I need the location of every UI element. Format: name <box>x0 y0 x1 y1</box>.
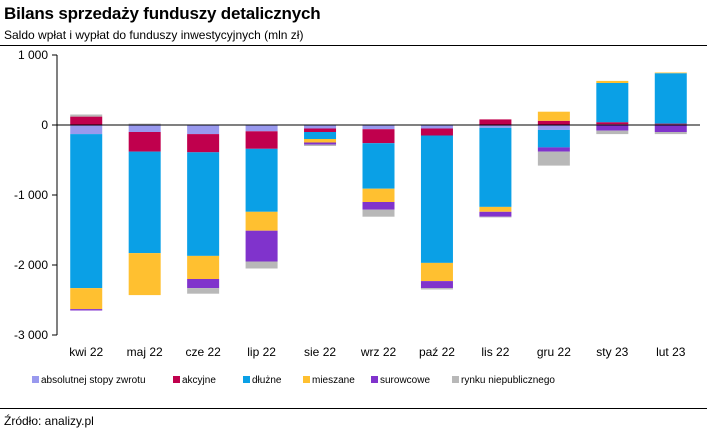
legend-label: absolutnej stopy zwrotu <box>41 375 146 386</box>
bar-segment <box>596 83 629 123</box>
x-tick-label: lut 23 <box>656 345 686 359</box>
bar-segment <box>362 143 395 189</box>
bar-segment <box>187 288 220 294</box>
bar-segment <box>362 125 395 130</box>
bar-segment <box>245 148 278 212</box>
title-divider <box>0 45 707 46</box>
bar-segment <box>654 72 687 74</box>
x-tick-label: kwi 22 <box>69 345 103 359</box>
bar-segment <box>70 134 103 289</box>
legend-swatch <box>303 376 310 383</box>
bar-segment <box>479 125 512 128</box>
bar-segment <box>537 111 570 121</box>
bar-segment <box>187 134 220 153</box>
bar-segment <box>654 73 687 124</box>
bar-segment <box>654 123 687 125</box>
bar-segment <box>420 288 453 290</box>
x-tick-label: maj 22 <box>127 345 163 359</box>
bar-segment <box>187 152 220 256</box>
legend-label: mieszane <box>312 375 355 386</box>
bar-segment <box>537 147 570 152</box>
x-tick-label: paź 22 <box>419 345 455 359</box>
bar-segment <box>537 129 570 148</box>
bar-segment <box>128 132 161 152</box>
legend-label: akcyjne <box>182 375 216 386</box>
bar-segment <box>420 262 453 282</box>
y-tick-label: -2 000 <box>14 258 48 272</box>
y-tick-label: 0 <box>41 118 48 132</box>
y-tick-label: 1 000 <box>18 48 48 62</box>
bar-segment <box>479 206 512 212</box>
bar-segment <box>537 120 570 125</box>
bar-segment <box>420 135 453 263</box>
bar-segment <box>187 255 220 279</box>
bar-segment <box>362 188 395 202</box>
bar-segment <box>187 279 220 289</box>
x-tick-label: lip 22 <box>247 345 276 359</box>
legend-swatch <box>243 376 250 383</box>
y-tick-label: -3 000 <box>14 328 48 342</box>
bar-segment <box>654 132 687 135</box>
x-tick-label: lis 22 <box>481 345 509 359</box>
chart-source: Źródło: analizy.pl <box>4 414 94 428</box>
bar-segment <box>245 261 278 269</box>
bar-segment <box>537 125 570 130</box>
bar-segment <box>362 209 395 217</box>
chart-subtitle: Saldo wpłat i wypłat do funduszy inwesty… <box>4 28 304 42</box>
bar-segment <box>245 125 278 132</box>
bar-segment <box>596 122 629 125</box>
bar-segment <box>245 131 278 149</box>
bar-segment <box>362 129 395 144</box>
bar-segment <box>304 144 337 146</box>
legend-swatch <box>32 376 39 383</box>
bar-segment <box>596 80 629 83</box>
bar-segment <box>479 216 512 218</box>
bar-segment <box>304 125 337 129</box>
bar-segment <box>537 151 570 166</box>
bar-segment <box>654 125 687 132</box>
bar-segment <box>70 125 103 135</box>
bar-segment <box>479 211 512 217</box>
bar-segment <box>128 125 161 132</box>
x-tick-label: sie 22 <box>304 345 336 359</box>
bar-segment <box>128 253 161 296</box>
legend-label: rynku niepublicznego <box>461 375 555 386</box>
y-tick-label: -1 000 <box>14 188 48 202</box>
bar-segment <box>479 119 512 125</box>
bar-segment <box>245 211 278 231</box>
legend-swatch <box>371 376 378 383</box>
bar-segment <box>70 116 103 125</box>
bar-segment <box>128 123 161 125</box>
bar-segment <box>596 130 629 135</box>
bar-segment <box>187 125 220 135</box>
source-divider <box>0 408 707 409</box>
bar-segment <box>420 125 453 129</box>
bar-segment <box>362 202 395 210</box>
bar-segment <box>596 125 629 131</box>
bar-segment <box>479 127 512 207</box>
bar-segment <box>70 114 103 117</box>
bar-segment <box>128 151 161 254</box>
x-tick-label: gru 22 <box>537 345 571 359</box>
x-tick-label: sty 23 <box>596 345 628 359</box>
bar-segment <box>245 230 278 262</box>
bar-segment <box>304 132 337 139</box>
legend-swatch <box>173 376 180 383</box>
bar-segment <box>304 142 337 145</box>
legend-label: surowcowe <box>380 375 430 386</box>
bar-segment <box>420 281 453 289</box>
x-tick-label: wrz 22 <box>360 345 397 359</box>
chart-title: Bilans sprzedaży funduszy detalicznych <box>4 4 321 23</box>
bar-segment <box>70 309 103 311</box>
bar-segment <box>70 288 103 310</box>
bar-segment <box>304 128 337 132</box>
bar-segment <box>304 139 337 143</box>
legend-swatch <box>452 376 459 383</box>
x-tick-label: cze 22 <box>185 345 221 359</box>
bar-segment <box>420 128 453 136</box>
legend-label: dłużne <box>252 375 282 386</box>
